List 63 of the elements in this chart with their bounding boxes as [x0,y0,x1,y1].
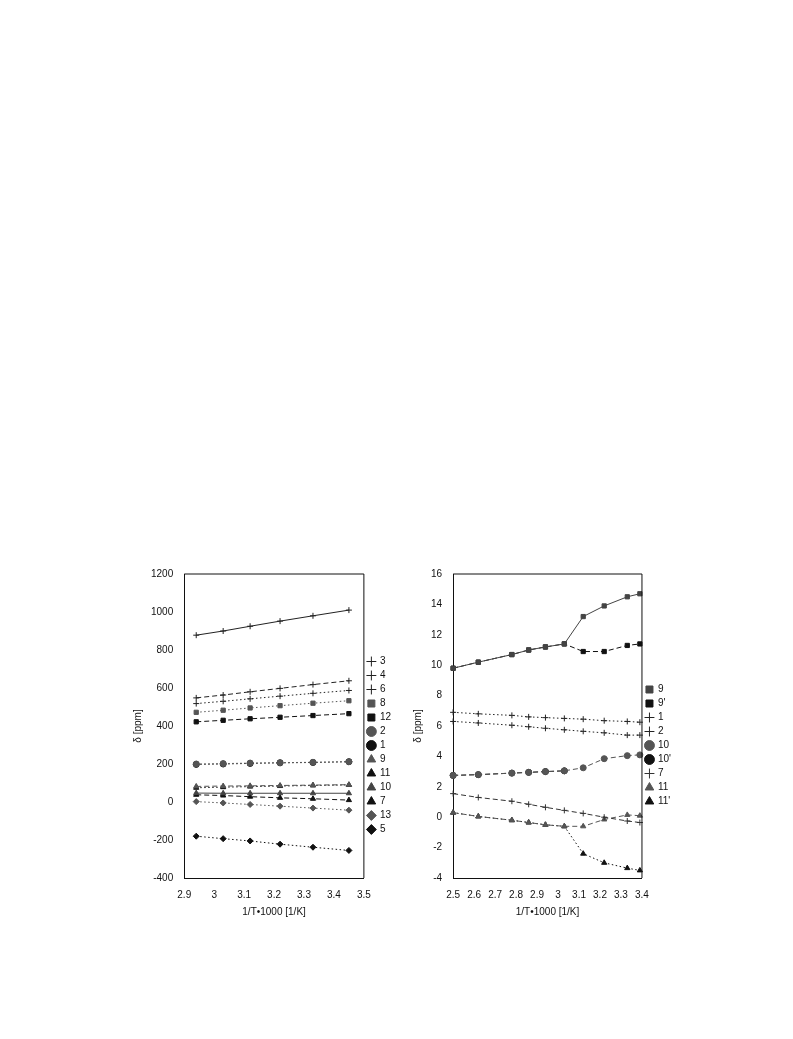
x-tick-label: 3.2 [267,888,282,900]
legend-label: 1 [379,739,386,751]
y-tick-label: 0 [436,810,443,822]
y-tick-label: 1000 [151,605,174,617]
x-tick-label: 3.3 [614,888,629,900]
legend-label: 6 [379,683,386,695]
y-tick-label: 600 [156,681,174,693]
legend-label: 11' [657,795,671,807]
x-tick-label: 3.1 [237,888,252,900]
x-tick-label: 2.5 [446,888,461,900]
legend-label: 9' [657,697,666,709]
y-tick-label: 400 [156,719,174,731]
y-tick-label: 12 [431,628,443,640]
legend-label: 4 [379,669,386,681]
legend-label: 2 [379,725,386,737]
legend-label: 11 [379,767,391,779]
x-tick-label: 3.3 [297,888,312,900]
legend-label: 1 [657,711,664,723]
legend-label: 13 [379,809,392,821]
x-axis-title: 1/T•1000 [1/K] [242,905,307,917]
y-tick-label: 200 [156,757,174,769]
y-tick-label: -400 [153,871,174,883]
x-tick-label: 3 [211,888,218,900]
y-axis-title: δ [ppm] [131,709,143,743]
legend-label: 9 [657,683,664,695]
legend-label: 9 [379,753,386,765]
y-tick-label: 0 [167,795,174,807]
y-tick-label: 4 [436,750,443,762]
legend-label: 3 [379,655,386,667]
legend-label: 12 [379,711,392,723]
x-tick-label: 3.2 [593,888,608,900]
y-tick-label: 16 [431,567,443,579]
legend-label: 8 [379,697,386,709]
y-tick-label: 8 [436,689,443,701]
y-tick-label: 14 [431,598,443,610]
x-tick-label: 3.4 [635,888,650,900]
legend-label: 11 [657,781,669,793]
x-tick-label: 2.8 [509,888,524,900]
x-tick-label: 3 [555,888,562,900]
legend-label: 2 [657,725,664,737]
legend-label: 5 [379,823,386,835]
y-axis-title: δ [ppm] [411,709,423,743]
y-tick-label: 6 [436,719,443,731]
legend-label: 7 [657,767,664,779]
x-tick-label: 2.6 [467,888,482,900]
y-tick-label: 10 [431,658,443,670]
x-tick-label: 3.1 [572,888,587,900]
legend-label: 7 [379,795,386,807]
y-tick-label: 800 [156,643,174,655]
x-tick-label: 3.5 [356,888,372,900]
x-tick-label: 2.9 [530,888,545,900]
y-tick-label: 1200 [151,567,174,579]
y-tick-label: 2 [436,780,443,792]
legend-label: 10 [379,781,392,793]
legend-label: 10' [657,753,672,765]
x-tick-label: 3.4 [326,888,342,900]
y-tick-label: -2 [433,841,443,853]
x-axis-title: 1/T•1000 [1/K] [515,905,580,917]
x-tick-label: 2.7 [488,888,503,900]
y-tick-label: -4 [433,871,443,883]
x-tick-label: 2.9 [177,888,192,900]
y-tick-label: -200 [153,833,174,845]
legend-label: 10 [657,739,670,751]
